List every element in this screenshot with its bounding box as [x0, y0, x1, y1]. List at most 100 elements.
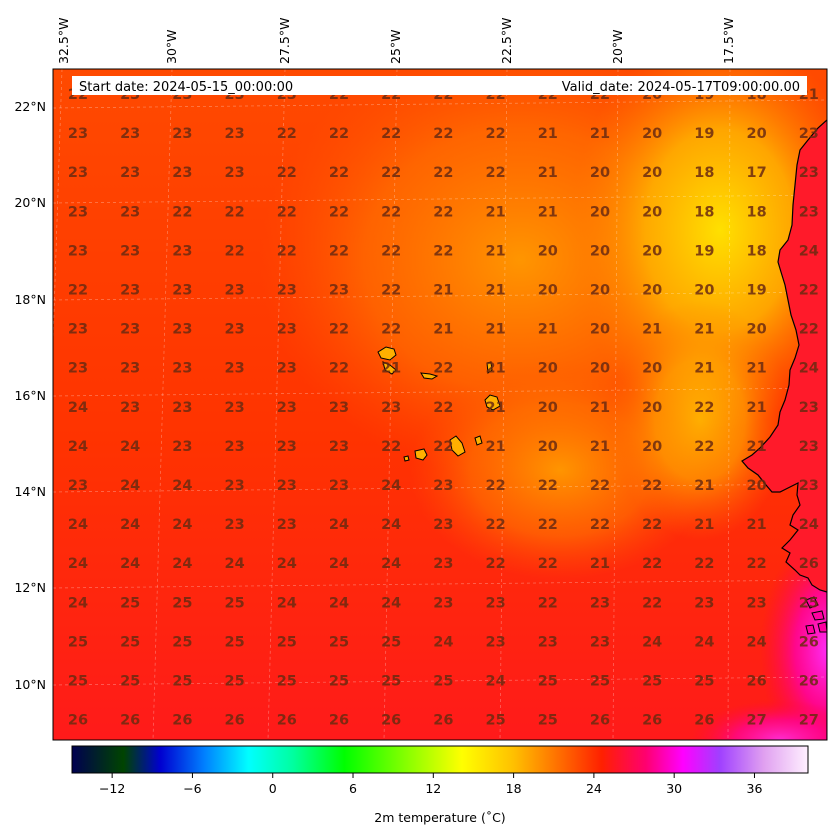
temperature-value: 24	[68, 439, 88, 455]
temperature-value: 23	[225, 283, 245, 299]
temperature-value: 24	[277, 556, 297, 572]
colorbar-tick-label: −6	[183, 781, 201, 796]
temperature-value: 24	[329, 517, 349, 533]
temperature-value: 23	[68, 478, 88, 494]
temperature-value: 24	[381, 556, 401, 572]
temperature-value: 20	[590, 165, 610, 181]
temperature-value: 25	[68, 674, 88, 690]
temperature-value: 24	[120, 517, 140, 533]
temperature-value: 26	[68, 713, 88, 729]
temperature-value: 25	[68, 634, 88, 650]
temperature-value: 25	[381, 634, 401, 650]
temperature-value: 23	[433, 478, 453, 494]
temperature-value: 22	[486, 517, 506, 533]
temperature-value: 24	[381, 595, 401, 611]
temperature-value: 20	[642, 165, 662, 181]
temperature-value: 23	[277, 439, 297, 455]
temperature-value: 24	[172, 556, 192, 572]
temperature-value: 22	[694, 556, 714, 572]
temperature-value: 22	[486, 556, 506, 572]
graticule	[53, 69, 827, 740]
temperature-value: 25	[225, 595, 245, 611]
lat-label: 18°N	[14, 292, 46, 307]
latitude-labels: 22°N 20°N 18°N 16°N 14°N 12°N 10°N	[14, 99, 46, 692]
temperature-value: 22	[329, 126, 349, 142]
temperature-value: 22	[277, 243, 297, 259]
lat-label: 16°N	[14, 388, 46, 403]
africa-coastline	[741, 119, 827, 740]
lat-label: 14°N	[14, 484, 46, 499]
temperature-value: 23	[538, 634, 558, 650]
temperature-value: 23	[799, 126, 819, 142]
temperature-value: 23	[172, 439, 192, 455]
temperature-value: 17	[747, 165, 767, 181]
temperature-value: 22	[277, 204, 297, 220]
temperature-value: 22	[381, 283, 401, 299]
temperature-value: 24	[381, 478, 401, 494]
temperature-value: 23	[433, 517, 453, 533]
temperature-value: 21	[486, 400, 506, 416]
temperature-value: 20	[590, 322, 610, 338]
temperature-value: 23	[172, 361, 192, 377]
lon-label: 25°W	[388, 29, 403, 64]
temperature-value: 25	[694, 674, 714, 690]
temperature-value: 24	[486, 674, 506, 690]
temperature-value: 24	[642, 634, 662, 650]
temperature-value: 25	[172, 634, 192, 650]
colorbar-tick-label: 36	[747, 781, 763, 796]
temperature-value: 22	[68, 283, 88, 299]
temperature-value: 20	[590, 243, 610, 259]
temperature-value: 23	[68, 126, 88, 142]
temperature-value: 20	[642, 361, 662, 377]
temperature-value: 19	[694, 243, 714, 259]
temperature-value: 21	[590, 556, 610, 572]
temperature-value: 21	[486, 243, 506, 259]
temperature-value: 24	[694, 634, 714, 650]
temperature-value: 21	[486, 283, 506, 299]
temperature-value: 18	[694, 165, 714, 181]
temperature-value: 20	[538, 243, 558, 259]
temperature-value: 22	[590, 517, 610, 533]
temperature-value: 23	[799, 165, 819, 181]
temperature-value: 20	[747, 322, 767, 338]
temperature-value: 26	[225, 713, 245, 729]
temperature-value: 23	[120, 165, 140, 181]
temperature-value: 18	[747, 243, 767, 259]
temperature-value: 23	[120, 126, 140, 142]
temperature-value: 27	[799, 713, 819, 729]
temperature-value: 23	[329, 283, 349, 299]
temperature-value: 21	[538, 204, 558, 220]
colorbar-tick-label: 18	[506, 781, 522, 796]
temperature-value: 19	[747, 283, 767, 299]
temperature-value: 21	[747, 517, 767, 533]
temperature-value: 22	[538, 517, 558, 533]
temperature-value: 26	[120, 713, 140, 729]
temperature-value: 23	[329, 478, 349, 494]
temperature-value: 25	[225, 634, 245, 650]
temperature-value: 25	[538, 713, 558, 729]
temperature-value: 22	[799, 283, 819, 299]
temperature-value: 20	[538, 400, 558, 416]
temperature-value: 23	[694, 595, 714, 611]
temperature-value: 24	[172, 517, 192, 533]
temperature-value: 26	[747, 674, 767, 690]
temperature-value: 21	[486, 439, 506, 455]
temperature-value: 22	[329, 165, 349, 181]
temperature-value: 23	[172, 400, 192, 416]
lon-label: 27.5°W	[277, 18, 292, 64]
temperature-value: 20	[590, 283, 610, 299]
temperature-value: 23	[172, 243, 192, 259]
temperature-value: 20	[590, 361, 610, 377]
temperature-value: 20	[747, 126, 767, 142]
temperature-value: 24	[120, 439, 140, 455]
lat-label: 22°N	[14, 99, 46, 114]
temperature-value: 20	[642, 204, 662, 220]
temperature-value: 23	[172, 283, 192, 299]
temperature-value: 22	[433, 439, 453, 455]
lat-label: 20°N	[14, 195, 46, 210]
temperature-value: 23	[120, 243, 140, 259]
temperature-value: 24	[225, 556, 245, 572]
temperature-value: 24	[799, 517, 819, 533]
temperature-value: 22	[747, 556, 767, 572]
temperature-value: 23	[381, 400, 401, 416]
